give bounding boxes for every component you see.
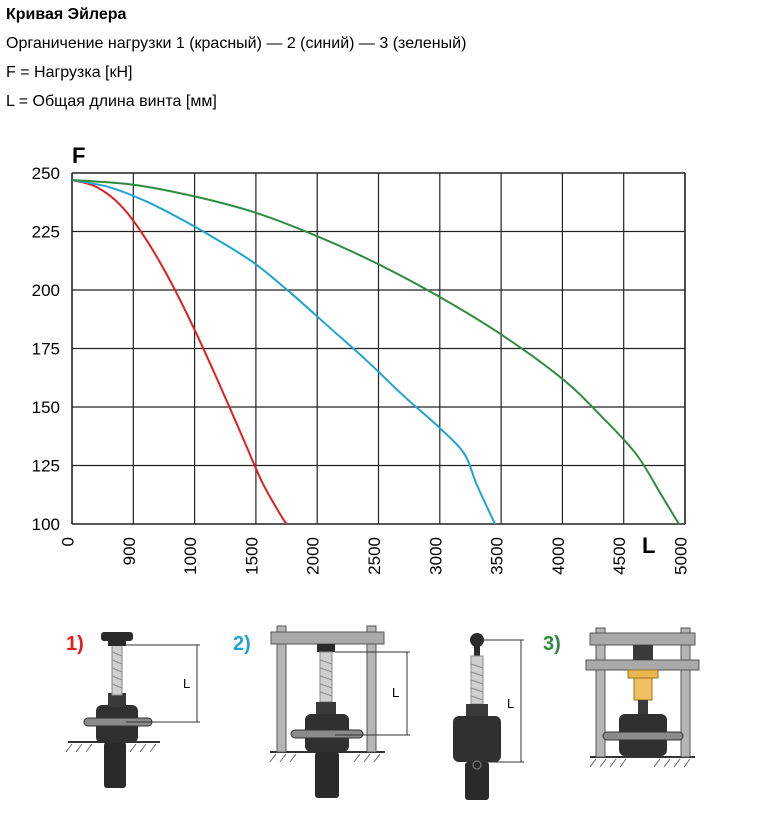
figure-3-label: 3)	[543, 633, 561, 655]
figure-2-diagram: 2) L	[233, 625, 410, 798]
chart-grid	[71, 172, 686, 525]
x-tick-label: 4500	[610, 537, 629, 575]
y-tick-label: 250	[32, 164, 60, 183]
figure-2-dimension: L	[392, 685, 399, 700]
y-tick-label: 150	[32, 398, 60, 417]
x-tick-label: 1000	[181, 537, 200, 575]
figure-1-diagram: 1) L	[65, 632, 200, 788]
chart-series	[71, 179, 680, 525]
x-tick-label: 4000	[549, 537, 568, 575]
figure-2-label: 2)	[233, 633, 251, 655]
x-axis-name: L	[642, 533, 655, 558]
x-tick-label: 3000	[426, 537, 445, 575]
figure-2b-diagram: L	[453, 633, 524, 800]
y-axis-name: F	[72, 143, 85, 168]
x-tick-label: 2500	[365, 537, 384, 575]
y-tick-label: 125	[32, 457, 60, 476]
series-line-3	[71, 179, 680, 525]
y-tick-label: 175	[32, 340, 60, 359]
x-tick-label: 3500	[488, 537, 507, 575]
x-tick-label: 0	[59, 537, 78, 546]
y-tick-label: 225	[32, 223, 60, 242]
figure-1-label: 1)	[66, 633, 84, 655]
series-line-1	[71, 179, 288, 525]
figure-2b-dimension: L	[507, 696, 514, 711]
x-tick-label: 5000	[672, 537, 691, 575]
chart-title: Кривая Эйлера	[6, 6, 127, 23]
figure-3-diagram: 3)	[543, 627, 700, 768]
x-tick-label: 900	[120, 537, 139, 565]
y-tick-label: 200	[32, 281, 60, 300]
x-tick-label: 1500	[242, 537, 261, 575]
x-axis-description: L = Общая длина винта [мм]	[6, 93, 217, 110]
y-axis-description: F = Нагрузка [кН]	[6, 64, 133, 81]
x-tick-label: 2000	[304, 537, 323, 575]
series-line-2	[71, 179, 496, 525]
y-tick-label: 100	[32, 515, 60, 534]
figure-1-dimension: L	[183, 676, 190, 691]
legend-text: Органичение нагрузки 1 (красный) — 2 (си…	[6, 35, 467, 52]
